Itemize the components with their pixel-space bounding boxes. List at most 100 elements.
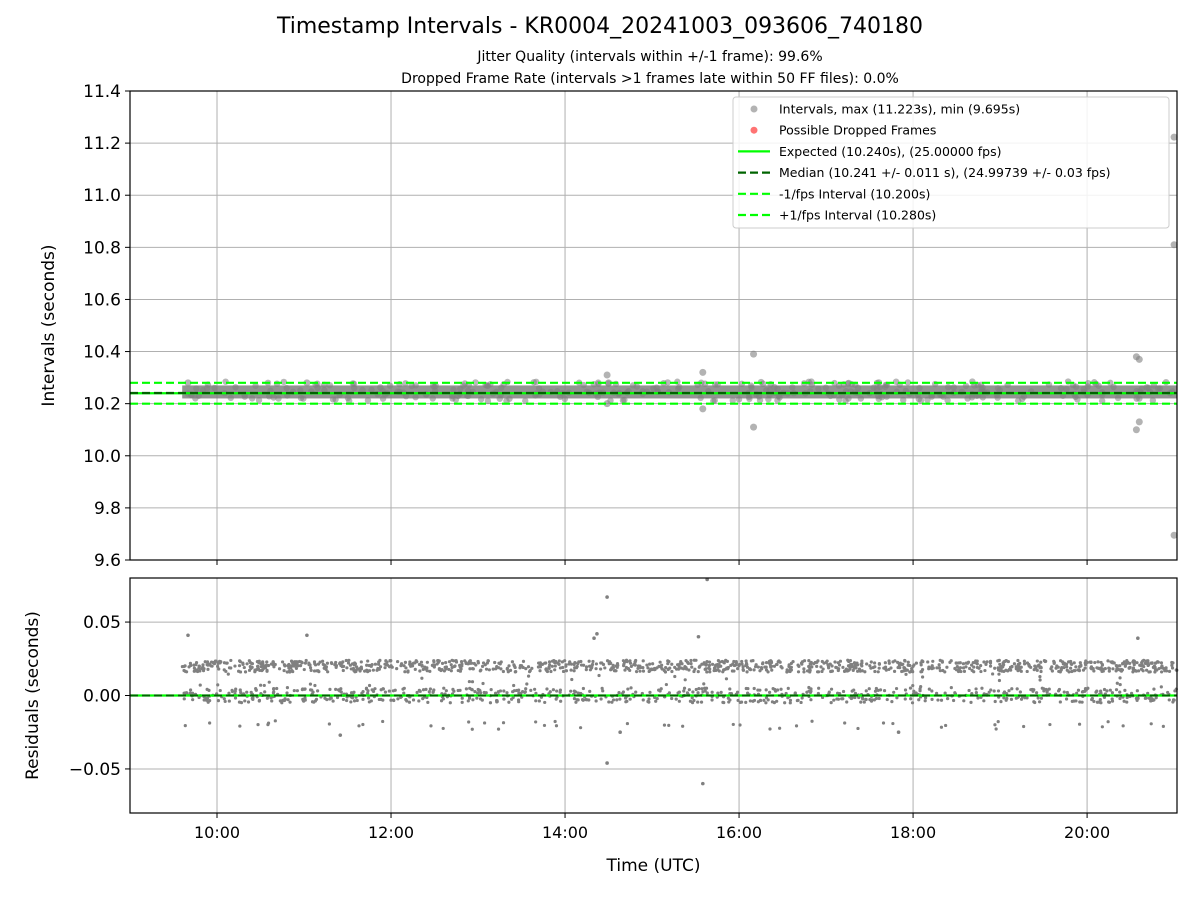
residual-point (909, 669, 913, 673)
residual-point (795, 698, 799, 703)
residual-point (371, 689, 376, 694)
interval-point (594, 393, 602, 401)
residual-point (1075, 691, 1079, 695)
interval-point (1020, 393, 1028, 400)
residual-point (1123, 664, 1127, 668)
residual-point (764, 665, 768, 669)
residual-point (481, 681, 485, 686)
interval-point (607, 397, 614, 404)
residual-point (686, 661, 690, 665)
residual-point (1095, 666, 1099, 670)
residual-point (1037, 700, 1042, 704)
residual-point (413, 661, 417, 665)
residual-point (1173, 689, 1177, 693)
residual-point (826, 663, 830, 667)
interval-point (221, 389, 228, 397)
residual-point (381, 719, 385, 724)
residual-point (246, 700, 251, 704)
residual-point (550, 664, 554, 668)
interval-point (1099, 391, 1106, 399)
residual-point (909, 697, 913, 701)
interval-point (610, 389, 617, 396)
residual-point (838, 659, 843, 663)
interval-point (1156, 385, 1164, 392)
residual-point (1134, 669, 1138, 673)
residual-point (361, 697, 365, 701)
residual-point (685, 660, 690, 664)
residual-point (937, 663, 941, 667)
interval-point (1169, 388, 1176, 395)
residual-point (919, 663, 923, 667)
residual-point (192, 669, 196, 673)
residual-point (219, 660, 223, 664)
interval-point (979, 384, 986, 391)
residual-point (480, 698, 484, 702)
residual-point (761, 661, 765, 665)
residual-point (1149, 697, 1153, 701)
residual-point (183, 664, 187, 668)
interval-point (969, 378, 976, 385)
residual-point (558, 666, 563, 670)
interval-point (623, 389, 631, 396)
residual-point (734, 661, 738, 665)
interval-point (456, 390, 464, 398)
interval-point (836, 396, 843, 403)
residual-point (953, 691, 957, 695)
residual-point (1025, 696, 1029, 700)
residual-point (1060, 660, 1065, 664)
residual-point (835, 697, 839, 701)
residual-point (994, 727, 998, 731)
residual-point (1083, 688, 1087, 693)
residual-point (560, 660, 564, 664)
residual-point (312, 660, 317, 664)
residual-point (731, 662, 735, 666)
residual-point (756, 692, 761, 696)
residual-point (517, 691, 521, 695)
residual-point (574, 666, 579, 670)
interval-point (308, 388, 315, 395)
residual-point (407, 694, 411, 698)
residual-point (432, 660, 436, 664)
interval-point (422, 391, 429, 398)
residual-point (225, 661, 229, 665)
y-tick-label: 10.8 (83, 238, 121, 258)
residual-point (1108, 688, 1112, 692)
residual-point (800, 660, 805, 664)
residual-point (258, 668, 262, 673)
residual-point (496, 693, 501, 697)
residual-point (816, 691, 820, 696)
residual-point (802, 659, 807, 663)
residual-point (520, 690, 525, 694)
interval-point (1072, 383, 1080, 390)
residual-point (1099, 666, 1103, 670)
residual-point (939, 725, 944, 729)
residual-point (233, 664, 237, 668)
interval-point (824, 390, 831, 397)
residual-point (420, 663, 424, 668)
residual-point (1159, 693, 1163, 697)
residual-point (266, 663, 271, 668)
residual-point (1118, 664, 1122, 668)
residual-point (429, 724, 433, 728)
interval-point (350, 380, 358, 388)
residual-point (684, 666, 688, 670)
interval-point (368, 386, 375, 394)
residual-point (971, 661, 975, 665)
residual-point (865, 662, 869, 666)
residual-point (338, 661, 342, 665)
residual-point (1110, 697, 1114, 701)
interval-point (902, 387, 910, 394)
residual-point (985, 693, 989, 697)
axes-frame (129, 90, 1178, 561)
residual-point (766, 698, 770, 702)
residual-point (1135, 689, 1139, 693)
residual-point (265, 669, 269, 673)
residual-point (1069, 666, 1073, 670)
residual-point (820, 659, 824, 664)
residual-point (833, 660, 837, 664)
residual-point (350, 696, 355, 700)
residual-point (679, 666, 683, 670)
residual-point (1020, 695, 1025, 699)
residual-point (722, 668, 726, 672)
residual-point (1132, 659, 1136, 663)
